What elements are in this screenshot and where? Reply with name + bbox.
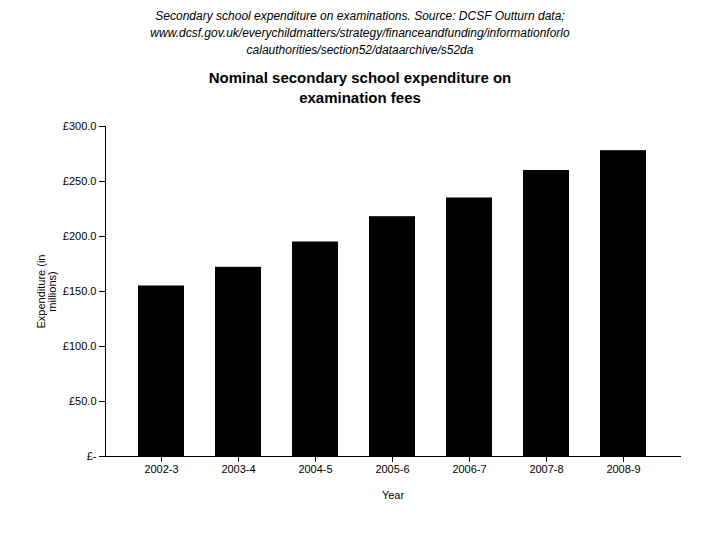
html-text:Nominal secondary school expen: Nominal secondary school expenditure on …: [208, 69, 512, 106]
svg-text:£-: £-: [87, 450, 97, 462]
svg-text:£200.0: £200.0: [63, 230, 97, 242]
html-text:Secondary school expenditure o: Secondary school expenditure on examinat…: [150, 9, 570, 57]
svg-text:£100.0: £100.0: [63, 340, 97, 352]
svg-text:2005-6: 2005-6: [375, 464, 409, 476]
svg-text:£250.0: £250.0: [63, 175, 97, 187]
svg-text:2006-7: 2006-7: [452, 464, 486, 476]
svg-text:£300.0: £300.0: [63, 120, 97, 132]
svg-text:Year: Year: [382, 489, 405, 501]
svg-text:Expenditure (inmillions): Expenditure (inmillions): [35, 255, 58, 329]
svg-text:2003-4: 2003-4: [221, 464, 255, 476]
svg-text:2004-5: 2004-5: [298, 464, 332, 476]
svg-text:2002-3: 2002-3: [144, 464, 178, 476]
svg-text:£50.0: £50.0: [69, 395, 97, 407]
svg-text:2007-8: 2007-8: [529, 464, 563, 476]
svg-text:£150.0: £150.0: [63, 285, 97, 297]
svg-text:2008-9: 2008-9: [606, 464, 640, 476]
